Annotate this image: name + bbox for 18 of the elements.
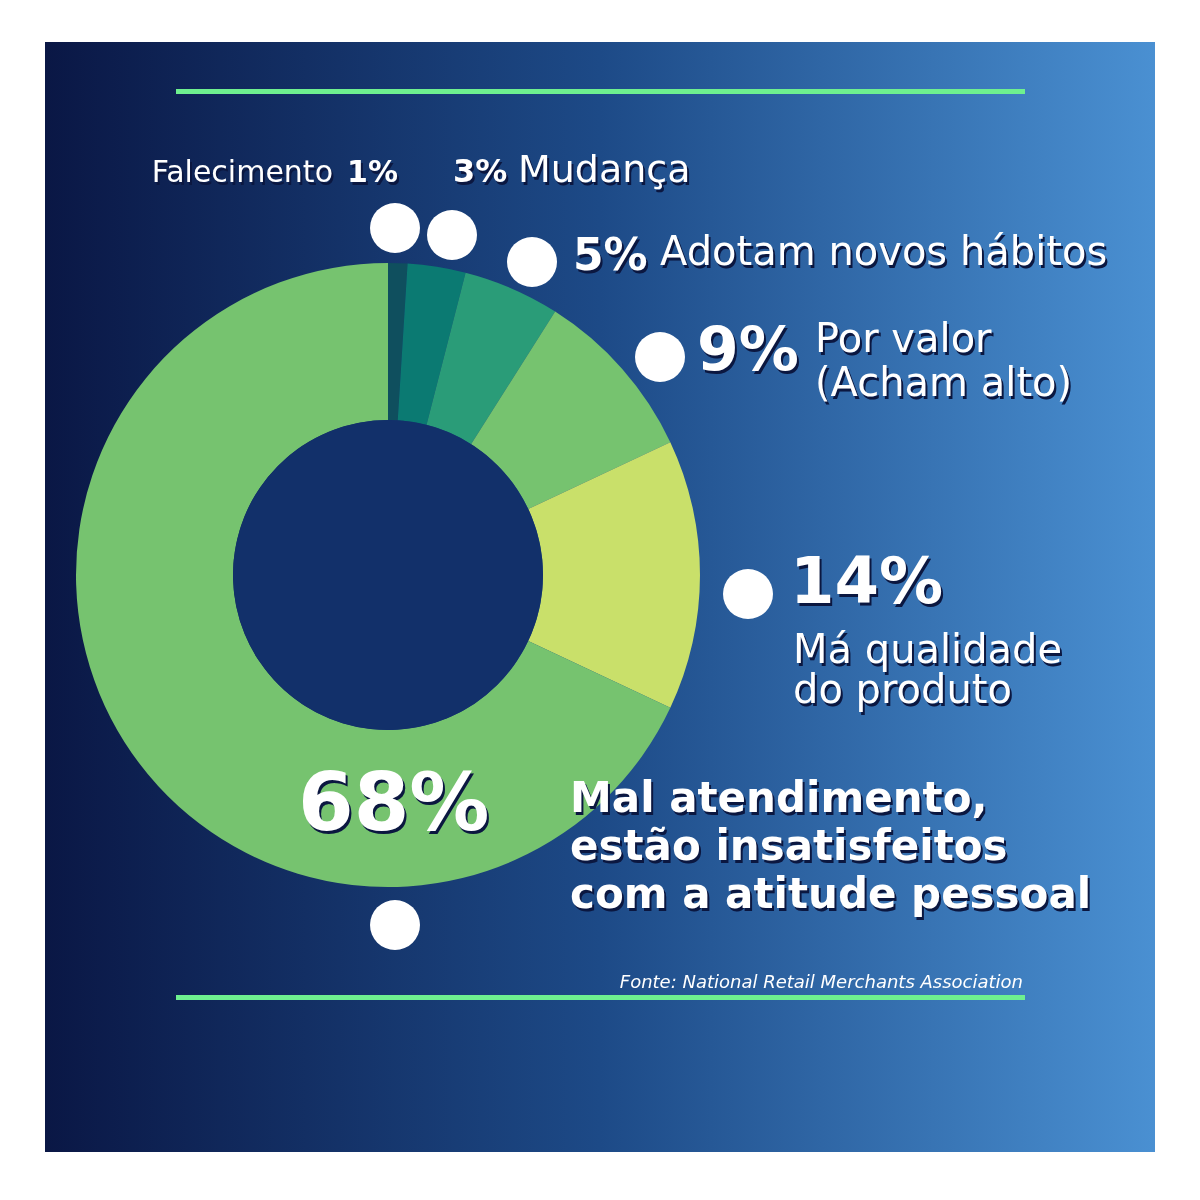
donut-slice xyxy=(397,263,466,425)
slice-label: Por valor (Acham alto) xyxy=(815,315,1073,405)
slice-label: Má qualidade do produto xyxy=(793,626,1063,712)
donut-slice xyxy=(528,442,700,708)
slice-label: Mudança xyxy=(518,147,691,191)
data-label: 5% xyxy=(573,229,648,280)
slice-label: Mal atendimento, estão insatisfeitos com a atitude pessoal xyxy=(570,773,1092,918)
donut-slice xyxy=(471,311,671,509)
donut-slice xyxy=(388,263,408,421)
slice-label: Adotam novos hábitos xyxy=(660,228,1108,274)
data-label: 14% xyxy=(790,544,944,618)
slice-label: Falecimento xyxy=(151,154,333,189)
data-label: 3% xyxy=(453,152,508,190)
data-label: 1% xyxy=(347,154,398,189)
donut-slice xyxy=(426,272,556,445)
source-note: Fonte: National Retail Merchants Association xyxy=(619,971,1023,992)
data-label: 68% xyxy=(298,756,490,849)
data-label: 9% xyxy=(697,314,799,384)
